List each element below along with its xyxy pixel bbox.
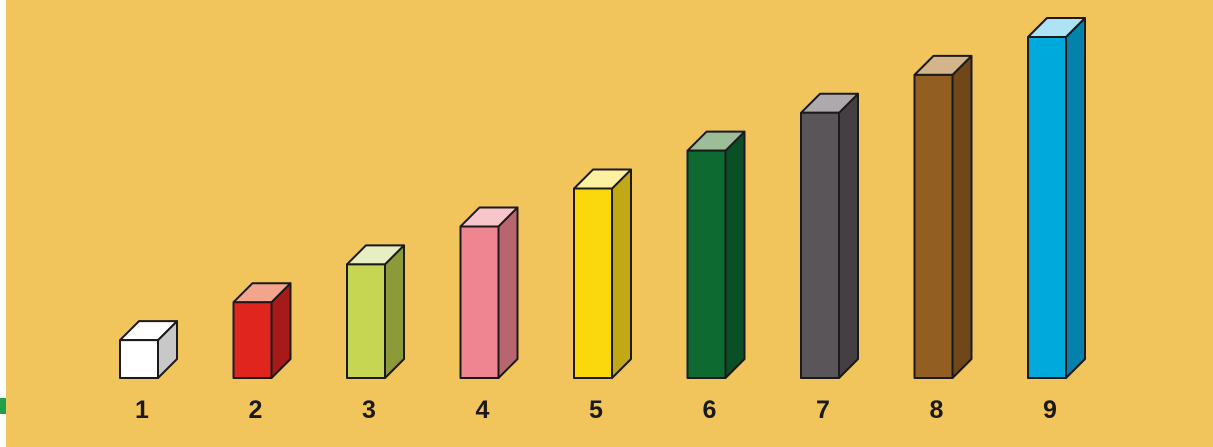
x-tick-label-6: 6 [703,396,717,424]
bar-9 [1027,17,1086,379]
x-tick-label-1: 1 [135,396,149,424]
bar-9-front [1027,36,1067,379]
bar-6 [686,130,746,379]
bar-8-front [913,73,954,379]
bar-4-side [497,206,519,379]
x-tick-label-2: 2 [249,396,263,424]
bar-3 [346,244,405,380]
bar-7 [800,92,859,380]
bar-7-side [838,92,859,379]
bar-5 [573,168,632,379]
bar-7-front [800,111,840,380]
bar-5-front [573,187,613,379]
bar-2-front [232,301,273,380]
x-tick-labels: 1 2 3 4 5 6 7 8 9 [135,396,1057,424]
x-tick-label-7: 7 [816,396,830,424]
bar-1-front [119,339,159,380]
bar-5-side [611,168,632,379]
left-edge-accent [0,398,6,414]
x-tick-label-9: 9 [1043,396,1057,424]
x-tick-label-5: 5 [589,396,603,424]
bar-6-side [724,130,746,379]
bars-group [119,17,1086,380]
bar-6-front [686,149,727,379]
bar-1 [119,320,178,380]
bar-3-front [346,263,386,380]
bar-9-side [1065,17,1086,379]
bar-3-side [384,244,405,379]
x-tick-label-8: 8 [930,396,944,424]
x-tick-label-3: 3 [362,396,376,424]
x-tick-label-4: 4 [476,396,490,424]
bar-2 [232,282,292,380]
bar-8-side [951,54,973,379]
bar-4 [459,206,519,379]
bar-4-front [459,225,500,379]
bar-8 [913,54,973,379]
